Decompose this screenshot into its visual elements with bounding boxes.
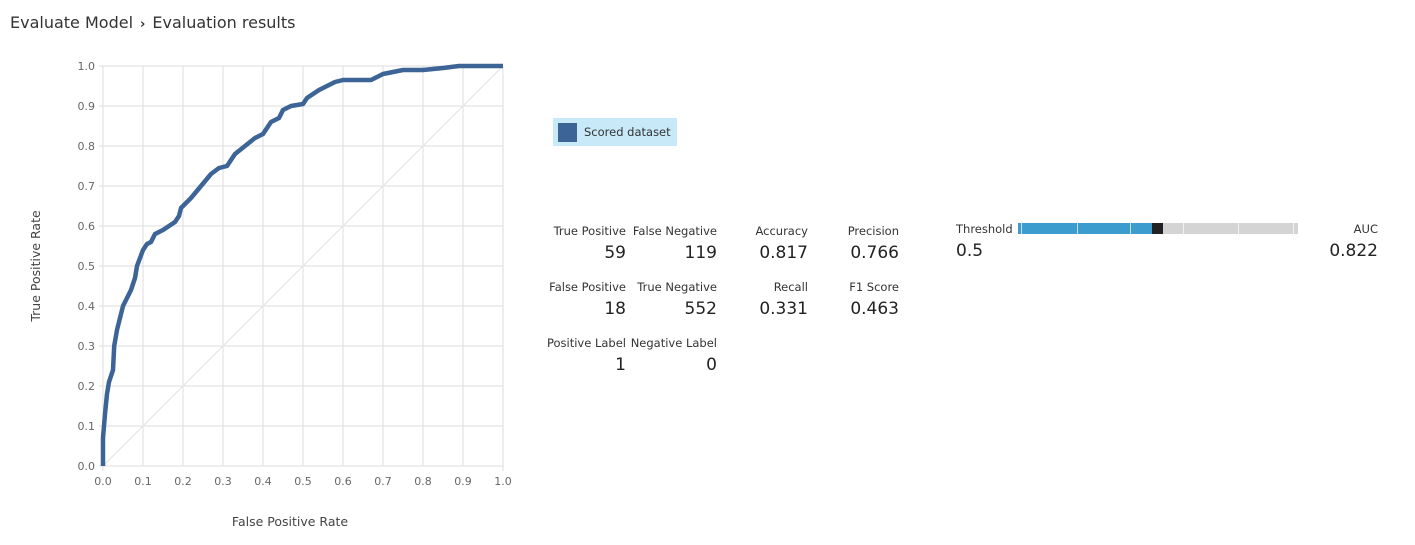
legend-swatch [558,122,577,142]
metric-value: 0.817 [759,243,808,263]
threshold-slider-fill [1018,223,1152,234]
chevron-right-icon: › [140,17,146,32]
metric-label: AUC [1353,222,1378,236]
y-tick-label: 0.1 [78,420,96,433]
metric-value: 119 [684,243,717,263]
x-tick-label: 0.6 [334,475,352,488]
metric-label: Negative Label [630,336,717,350]
y-tick-label: 0.9 [78,100,96,113]
diagonal-reference-line [102,65,504,467]
y-tick-label: 0.4 [78,300,96,313]
metric-value: 0.331 [759,299,808,319]
y-tick-label: 1.0 [78,60,96,73]
metric-label: False Negative [632,224,717,238]
legend-item-scored-dataset[interactable]: Scored dataset [553,118,677,146]
threshold-slider[interactable] [1018,223,1298,234]
metric-label: False Positive [549,280,626,294]
metric-value: 59 [604,243,626,263]
metric-false-negative: False Negative 119 [607,224,717,263]
metric-f1-score: F1 Score 0.463 [789,280,899,319]
x-tick-label: 0.2 [174,475,192,488]
breadcrumb-current: Evaluation results [152,13,296,32]
y-tick-label: 0.7 [78,180,96,193]
metric-value: 18 [604,299,626,319]
metric-value: 0.822 [1329,241,1378,261]
y-axis-label: True Positive Rate [28,210,43,323]
roc-chart: 0.0 0.1 0.2 0.3 0.4 0.5 0.6 0.7 0.8 0.9 1.0 0.0 0.1 0… [28,60,512,529]
x-tick-label: 0.4 [254,475,272,488]
threshold: Threshold 0.5 [956,222,1013,261]
slider-tick [1130,223,1131,234]
metric-label: Recall [773,280,808,294]
x-tick-label: 0.9 [454,475,472,488]
x-tick-label: 0.3 [214,475,232,488]
x-tick-label: 0.5 [294,475,312,488]
x-axis-label: False Positive Rate [232,514,348,529]
metric-label: Precision [847,224,899,238]
slider-tick [1021,223,1022,234]
slider-tick [1077,223,1078,234]
metric-auc: AUC 0.822 [1268,222,1378,261]
x-tick-label: 1.0 [494,475,512,488]
metric-negative-label: Negative Label 0 [607,336,717,375]
y-tick-label: 0.5 [78,260,96,273]
metric-true-negative: True Negative 552 [607,280,717,319]
metric-value: 552 [684,299,717,319]
legend-label: Scored dataset [584,125,671,139]
roc-curve [100,63,503,466]
breadcrumb-parent[interactable]: Evaluate Model [10,13,134,32]
x-tick-label: 0.1 [134,475,152,488]
metric-positive-label: Positive Label 1 [516,336,626,375]
slider-tick [1238,223,1239,234]
metric-value: 1 [615,355,626,375]
metric-false-positive: False Positive 18 [516,280,626,319]
metric-precision: Precision 0.766 [789,224,899,263]
breadcrumb: Evaluate Model › Evaluation results [10,13,295,32]
metric-label: True Positive [553,224,626,238]
metric-value: 0.766 [850,243,899,263]
threshold-label: Threshold [956,222,1013,236]
metric-accuracy: Accuracy 0.817 [698,224,808,263]
slider-tick [1183,223,1184,234]
y-tick-label: 0.3 [78,340,96,353]
metric-label: F1 Score [849,280,899,294]
metric-recall: Recall 0.331 [698,280,808,319]
threshold-value: 0.5 [956,241,984,261]
threshold-slider-handle[interactable] [1152,223,1163,234]
slider-tick [1293,223,1294,234]
x-tick-label: 0.8 [414,475,432,488]
y-tick-label: 0.8 [78,140,96,153]
metric-value: 0.463 [850,299,899,319]
x-tick-label: 0.7 [374,475,392,488]
y-tick-label: 0.2 [78,380,96,393]
metric-value: 0 [706,355,717,375]
x-tick-label: 0.0 [94,475,112,488]
metric-label: Accuracy [755,224,808,238]
y-tick-label: 0.0 [78,460,96,473]
y-tick-label: 0.6 [78,220,96,233]
metric-label: True Negative [637,280,717,294]
metric-label: Positive Label [546,336,626,350]
metric-true-positive: True Positive 59 [516,224,626,263]
